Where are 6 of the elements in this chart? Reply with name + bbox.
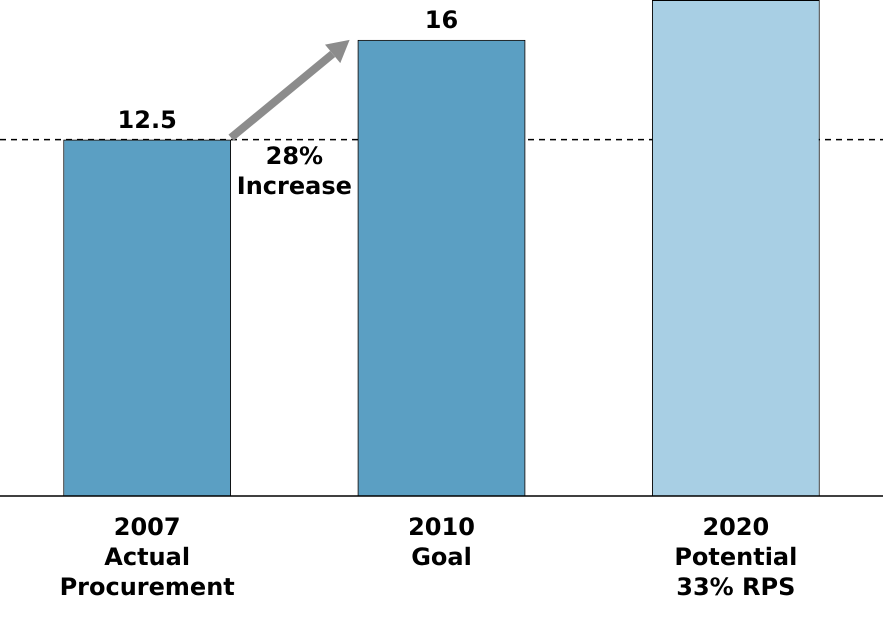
x-tick-label: 2020 Potential 33% RPS: [674, 513, 798, 602]
x-tick-label: 2007 Actual Procurement: [60, 513, 235, 602]
data-label: 12.5: [118, 106, 177, 134]
data-label: 16: [424, 6, 458, 34]
x-tick-label: 2010 Goal: [408, 513, 475, 572]
annotation: 28% Increase: [236, 142, 352, 200]
